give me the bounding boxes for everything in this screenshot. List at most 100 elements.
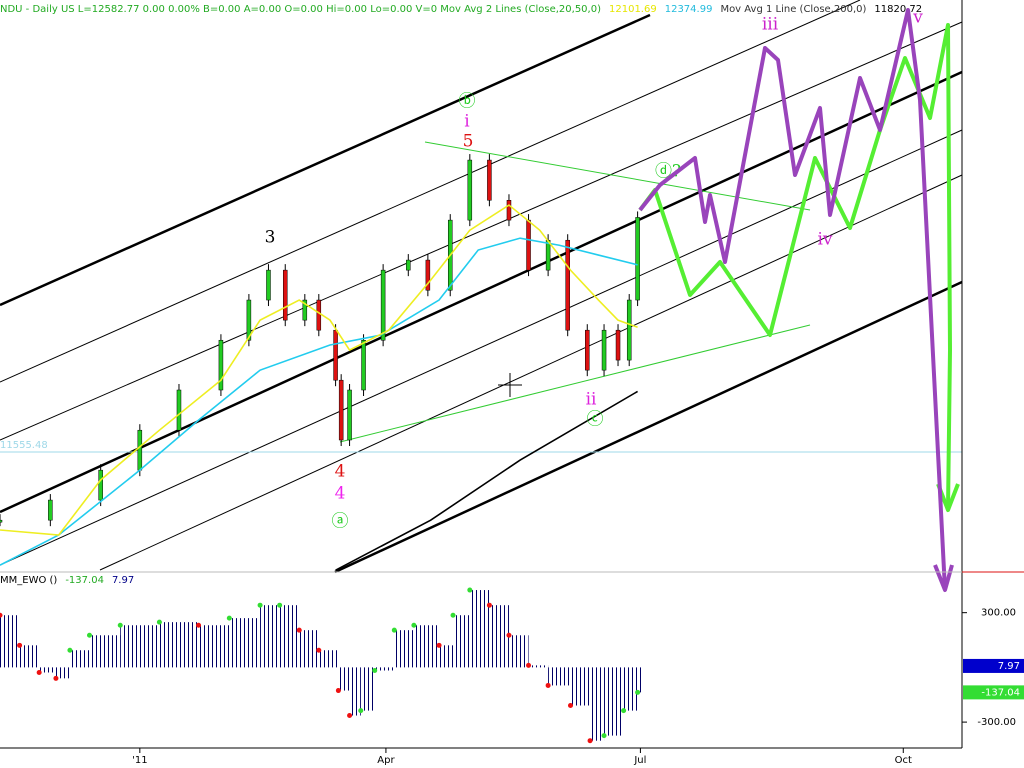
oscillator-dot xyxy=(36,669,42,675)
candle xyxy=(302,299,308,321)
header-text: Mov Avg 1 Line (Close,200,0) xyxy=(720,4,866,15)
histogram-bar xyxy=(198,625,230,668)
oscillator-dot xyxy=(506,632,512,638)
histogram-bar xyxy=(623,667,638,711)
candle xyxy=(635,217,640,301)
candle xyxy=(585,329,590,371)
candle xyxy=(316,299,322,331)
y-tick-label: 300.00 xyxy=(981,608,1016,619)
oscillator-dot xyxy=(436,642,442,648)
histogram-bar xyxy=(374,667,395,671)
oscillator-dot xyxy=(411,622,417,628)
histogram-bar xyxy=(637,667,642,693)
candle xyxy=(48,499,53,521)
candle xyxy=(361,339,366,391)
candle xyxy=(333,329,338,381)
wave-label: iv xyxy=(817,230,832,250)
histogram-bar xyxy=(349,667,361,716)
wave-label: iii xyxy=(762,15,779,35)
wave-label: 4 xyxy=(335,484,346,504)
oscillator-dot xyxy=(316,647,322,653)
oscillator-dot xyxy=(17,642,23,648)
x-tick-label: Jul xyxy=(633,755,646,766)
oscillator-dot xyxy=(545,682,551,688)
histogram-bar xyxy=(570,667,591,706)
crosshair xyxy=(498,373,522,397)
candle xyxy=(0,519,3,523)
histogram-bar xyxy=(89,635,121,668)
candle xyxy=(526,219,531,271)
candle xyxy=(282,269,288,321)
histogram-bar xyxy=(19,645,40,668)
oscillator-dot xyxy=(156,619,162,625)
histogram-bar xyxy=(453,615,470,668)
reference-label: 11555.48 xyxy=(0,440,48,451)
histogram-bar xyxy=(55,667,70,679)
histogram-bar xyxy=(159,622,199,668)
candle xyxy=(218,339,224,391)
x-tick-label: Apr xyxy=(377,755,395,766)
oscillator-dot xyxy=(0,612,3,618)
x-tick-label: Oct xyxy=(895,755,912,766)
oscillator-dot xyxy=(526,662,532,668)
oscillator-dot xyxy=(117,622,123,628)
oscillator-dot xyxy=(467,587,473,593)
candle xyxy=(487,159,492,201)
wave-label: 3 xyxy=(265,228,276,248)
histogram-bar xyxy=(299,630,319,668)
histogram-bar xyxy=(279,605,300,668)
histogram-bar xyxy=(590,667,605,741)
oscillator-dot xyxy=(621,708,627,714)
oscillator-dot xyxy=(196,622,202,628)
wave-label: ⓒ xyxy=(587,410,604,430)
histogram-bar xyxy=(120,625,160,668)
oscillator-dot xyxy=(391,627,397,633)
wave-label: ii xyxy=(586,390,597,410)
histogram-bar xyxy=(0,615,20,668)
oscillator-dot xyxy=(601,733,607,739)
wave-label: ⓐ xyxy=(332,512,349,532)
channel-lines xyxy=(0,0,963,574)
trend-lines xyxy=(339,141,811,443)
oscillator-dot xyxy=(486,602,492,608)
candle xyxy=(626,299,632,361)
histogram-bar xyxy=(318,650,339,668)
histogram-bar xyxy=(229,618,261,668)
histogram-bar xyxy=(604,667,624,736)
histogram-bar xyxy=(39,667,56,673)
price-label: -137.04 xyxy=(981,687,1020,698)
histogram-bar xyxy=(508,635,529,668)
header-text: 7.97 xyxy=(112,575,134,586)
oscillator-dot xyxy=(635,689,641,695)
oscillator-dot xyxy=(358,708,364,714)
candle xyxy=(137,429,143,471)
histogram-bar xyxy=(394,630,414,668)
wave-label: v xyxy=(912,8,923,28)
moving-average xyxy=(0,204,638,536)
candle xyxy=(380,269,386,341)
candle xyxy=(601,329,607,371)
candle xyxy=(338,379,344,441)
wave-label: i xyxy=(464,112,470,132)
price-label: 7.97 xyxy=(998,661,1020,672)
histogram-bar xyxy=(469,590,490,668)
oscillator-dot xyxy=(335,688,341,694)
candle xyxy=(176,389,182,431)
histogram-bar xyxy=(548,667,571,686)
candle xyxy=(545,239,551,271)
header-text: 12101.69 xyxy=(609,4,657,15)
right-axis-area xyxy=(962,0,1024,768)
oscillator-dot xyxy=(587,738,593,744)
histogram-bar xyxy=(260,605,280,668)
header-text: 11820.72 xyxy=(874,4,922,15)
oscillator-dot xyxy=(372,667,378,673)
oscillator-panel: MM_EWO () -137.04 7.97 -300.00 300.00 7.97 -13… xyxy=(0,575,1024,744)
candle xyxy=(406,259,411,271)
y-tick-label: -300.00 xyxy=(977,717,1016,728)
candle xyxy=(266,269,271,301)
oscillator-dot xyxy=(53,675,59,681)
projection-purple xyxy=(638,8,954,592)
oscillator-dot xyxy=(277,602,283,608)
wave-label: 5 xyxy=(463,132,474,152)
